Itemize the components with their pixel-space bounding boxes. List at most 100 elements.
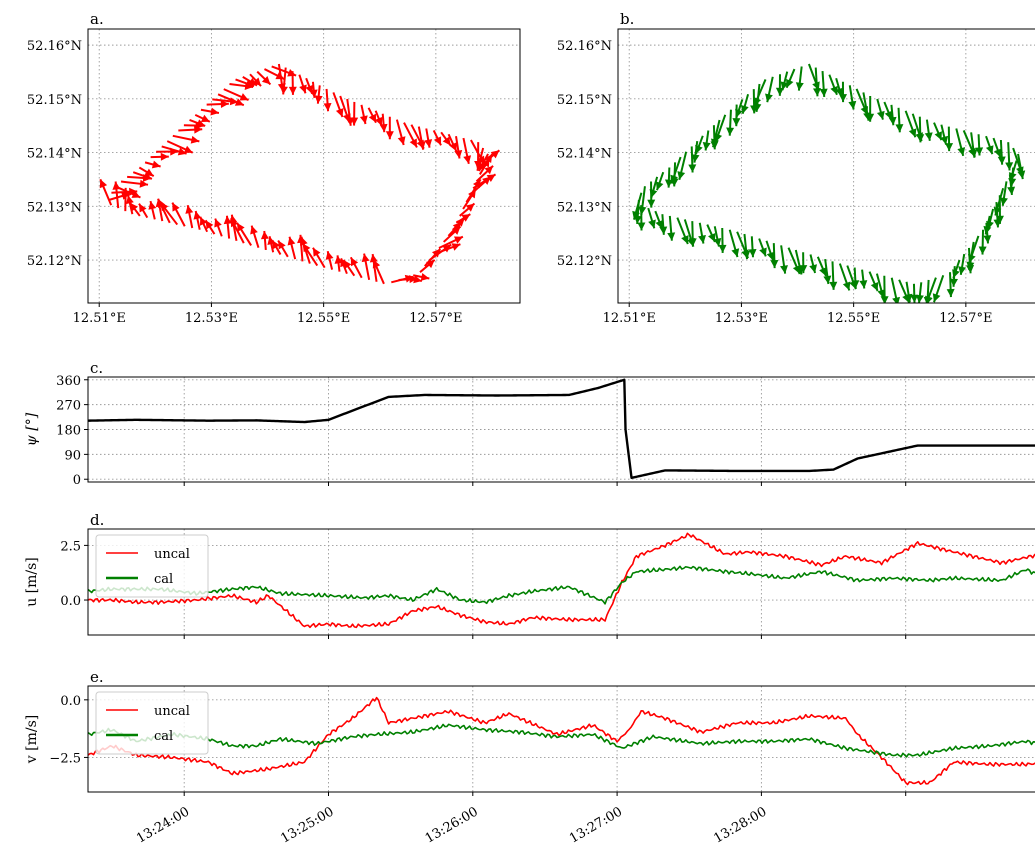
quiver-arrow-head: [190, 135, 200, 144]
quiver-arrow-head: [279, 86, 288, 95]
series-group: [88, 378, 1035, 480]
quiver-arrow-head: [205, 220, 214, 230]
quiver-arrow-head: [698, 234, 706, 244]
quiver-arrow-head: [229, 214, 238, 224]
quiver-arrow-head: [759, 247, 767, 257]
quiver-arrow-head: [420, 273, 430, 281]
ts-ytick-label: 90: [64, 448, 81, 463]
quiver-arrow-head: [397, 136, 406, 146]
quiver-arrow-head: [637, 222, 646, 231]
series-line-cal: [88, 723, 1035, 758]
quiver-arrow-head: [413, 275, 422, 284]
quiver-arrow-head: [695, 144, 703, 154]
quiver-arrow-head: [908, 128, 917, 138]
quiver-arrow-head: [486, 174, 496, 182]
quiver-arrow-head: [713, 237, 722, 247]
quiver-arrow-head: [375, 116, 383, 126]
quiver-arrow-head: [461, 214, 471, 222]
quiver-arrow-head: [325, 251, 334, 260]
map-ytick-label: 52.14°N: [27, 147, 82, 162]
quiver-arrow-head: [934, 131, 942, 141]
quiver-arrow-head: [632, 210, 640, 220]
quiver-arrow-head: [131, 190, 141, 198]
quiver-arrow-head: [687, 237, 695, 247]
quiver-arrow-head: [193, 211, 202, 220]
quiver-arrow-head: [633, 215, 642, 224]
quiver-arrow-head: [681, 235, 689, 245]
quiver-arrow-head: [490, 150, 500, 159]
ts-ytick-label: 180: [56, 424, 81, 439]
quiver-arrow-head: [160, 152, 169, 161]
quiver-arrow-head: [731, 248, 740, 258]
quiver-arrow-head: [732, 118, 741, 127]
quiver-arrow-head: [297, 234, 306, 244]
quiver-arrow-head: [997, 156, 1006, 165]
quiver-arrow-head: [819, 267, 827, 277]
quiver-arrow-head: [239, 93, 249, 101]
quiver-arrow-head: [957, 147, 966, 156]
quiver-arrow-head: [718, 244, 727, 253]
quiver-arrow-head: [121, 187, 130, 196]
quiver-arrow-head: [234, 98, 244, 106]
map-xtick-label: 12.57°E: [939, 311, 992, 326]
ts-ylabel: u [m/s]: [24, 557, 40, 607]
quiver-arrow-head: [185, 205, 194, 214]
legend-label: uncal: [154, 704, 190, 719]
quiver-arrow-head: [451, 226, 461, 235]
quiver-arrow-head: [915, 294, 924, 303]
quiver-arrow-head: [866, 113, 875, 122]
quiver-arrow-head: [659, 226, 668, 235]
quiver-arrow-head: [786, 78, 794, 88]
quiver-arrow-head: [670, 174, 678, 184]
ts-ytick-label: 0: [73, 473, 81, 488]
quiver-arrow-head: [250, 225, 258, 235]
quiver-arrow-head: [172, 202, 180, 212]
quiver-arrow-head: [884, 110, 893, 120]
quiver-arrow-head: [849, 280, 857, 290]
map-ytick-label: 52.13°N: [27, 200, 82, 215]
ts-ytick-label: 0.0: [60, 694, 81, 709]
ts-ytick-label: −2.5: [49, 751, 81, 766]
quiver-arrow-head: [484, 165, 494, 175]
quiver-arrow-head: [924, 132, 933, 141]
quiver-arrow-head: [819, 88, 828, 97]
map-xtick-label: 12.55°E: [827, 311, 880, 326]
quiver-arrow-head: [299, 84, 307, 94]
quiver-arrow-head: [454, 149, 463, 159]
series-line-uncal: [88, 696, 1035, 786]
map-ytick-label: 52.16°N: [27, 39, 82, 54]
ts-ytick-label: 2.5: [60, 539, 81, 554]
quiver-arrow-head: [667, 232, 676, 241]
panel-label: d.: [90, 511, 104, 529]
panel-label: a.: [90, 10, 104, 28]
quiver-arrow-head: [839, 94, 848, 103]
legend-box: [95, 691, 209, 755]
quiver-arrow-head: [359, 115, 368, 124]
quiver-arrow-head: [196, 119, 206, 127]
quiver-arrow-head: [691, 154, 700, 163]
quiver-arrow-head: [155, 198, 164, 208]
quiver-arrow-head: [417, 141, 426, 150]
quiver-arrow-head: [210, 107, 219, 116]
quiver-arrow-head: [677, 171, 686, 180]
quiver-arrow-head: [287, 236, 296, 246]
map-ytick-label: 52.12°N: [557, 254, 612, 269]
map-ytick-label: 52.13°N: [557, 200, 612, 215]
quiver-arrow-head: [809, 264, 818, 273]
panel-label: c.: [90, 359, 103, 377]
legend-label: uncal: [154, 547, 190, 562]
ts-ytick-label: 270: [56, 399, 81, 414]
quiver-arrow-head: [714, 133, 723, 143]
quiver-arrow-head: [842, 281, 851, 291]
quiver-arrow-head: [902, 293, 910, 303]
quiver-arrow-head: [99, 179, 108, 189]
quiver-arrow-head: [125, 195, 134, 205]
map-ytick-label: 52.15°N: [557, 93, 612, 108]
quiver-arrow-head: [223, 215, 232, 225]
quiver-arrow-head: [766, 251, 775, 261]
quiver-arrow-head: [1007, 186, 1016, 195]
quiver-arrow-head: [236, 222, 245, 232]
time-tick-label: 13:27:00: [567, 804, 625, 846]
quiver-arrow-head: [409, 138, 417, 148]
quiver-arrow-head: [404, 274, 414, 283]
